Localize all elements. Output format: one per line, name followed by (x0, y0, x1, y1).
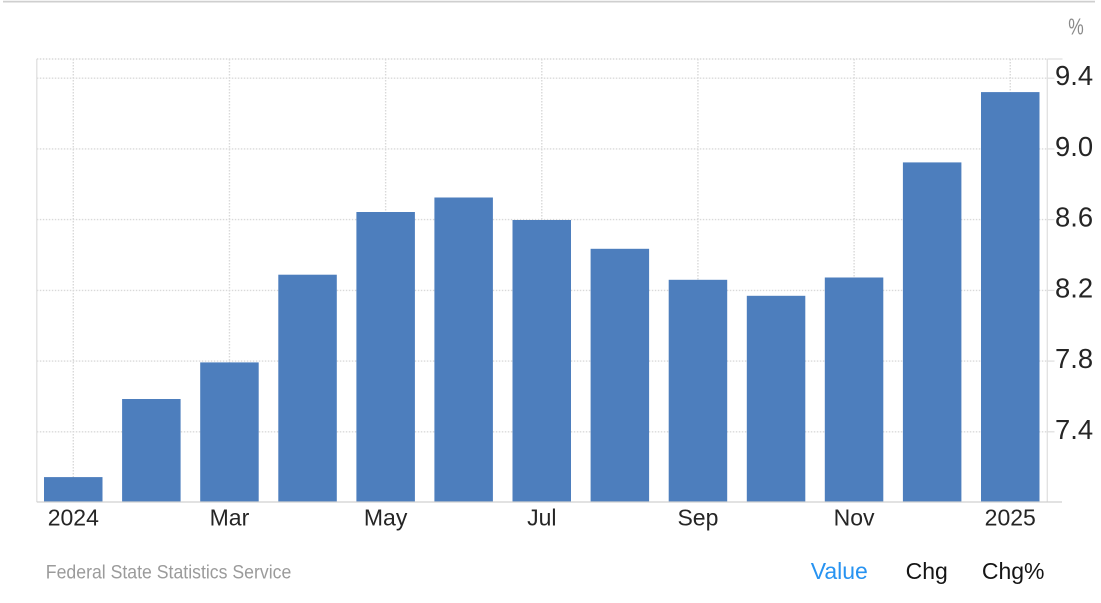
svg-text:8.6: 8.6 (1055, 202, 1093, 233)
svg-text:Jul: Jul (527, 504, 556, 530)
svg-text:Value: Value (811, 558, 868, 584)
svg-text:2025: 2025 (985, 504, 1036, 530)
svg-text:Sep: Sep (677, 504, 718, 530)
svg-text:%: % (1068, 13, 1084, 39)
svg-text:7.8: 7.8 (1055, 343, 1093, 374)
svg-text:Federal State Statistics Servi: Federal State Statistics Service (46, 561, 291, 583)
svg-text:Chg: Chg (906, 558, 948, 584)
svg-text:7.4: 7.4 (1055, 414, 1093, 445)
svg-text:8.2: 8.2 (1055, 272, 1093, 303)
svg-text:9.0: 9.0 (1055, 131, 1093, 162)
svg-text:Mar: Mar (210, 504, 250, 530)
svg-text:May: May (364, 504, 408, 530)
svg-text:Nov: Nov (834, 504, 875, 530)
svg-text:2024: 2024 (48, 504, 99, 530)
svg-text:9.4: 9.4 (1055, 60, 1093, 91)
svg-text:Chg%: Chg% (982, 558, 1045, 584)
